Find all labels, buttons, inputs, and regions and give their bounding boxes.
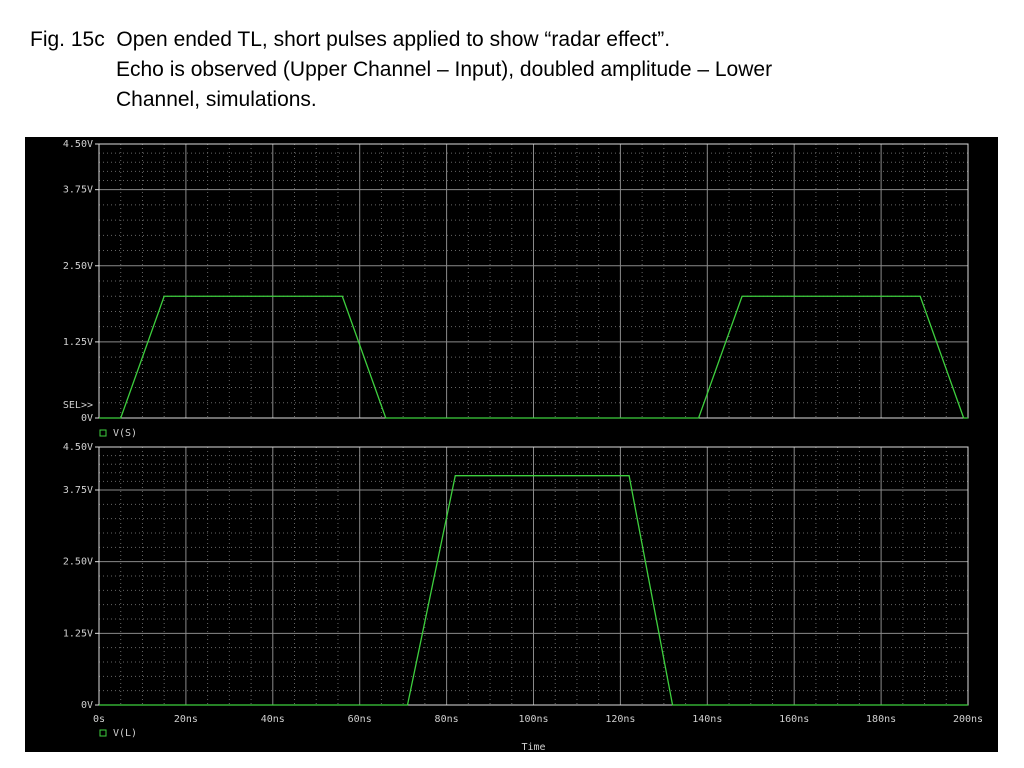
legend-symbol xyxy=(99,729,107,737)
y-tick-label: 4.50V xyxy=(63,442,93,453)
annotation: SEL>> xyxy=(63,400,93,411)
x-tick-label: 120ns xyxy=(605,714,635,725)
y-tick-label: 3.75V xyxy=(63,185,93,196)
caption-line: Fig. 15c Open ended TL, short pulses app… xyxy=(30,28,671,51)
caption-line: Channel, simulations. xyxy=(116,88,317,111)
x-tick-label: 60ns xyxy=(348,714,372,725)
x-tick-label: 200ns xyxy=(953,714,983,725)
series-line xyxy=(99,295,968,419)
x-tick-label: 140ns xyxy=(692,714,722,725)
x-tick-label: 160ns xyxy=(779,714,809,725)
plot-background xyxy=(25,137,998,752)
x-tick-label: 0s xyxy=(93,714,105,725)
legend-label: V(S) xyxy=(113,428,137,439)
caption-line: Echo is observed (Upper Channel – Input)… xyxy=(116,58,773,81)
y-tick-label: 3.75V xyxy=(63,485,93,496)
y-tick-label: 1.25V xyxy=(63,628,93,639)
x-axis-label: Time xyxy=(521,742,545,753)
x-tick-label: 100ns xyxy=(518,714,548,725)
axis-frame xyxy=(98,446,969,706)
y-tick-label: 0V xyxy=(81,700,93,711)
x-tick-label: 180ns xyxy=(866,714,896,725)
x-tick-label: 20ns xyxy=(174,714,198,725)
x-tick-label: 40ns xyxy=(261,714,285,725)
series-line xyxy=(99,475,968,706)
x-tick-label: 80ns xyxy=(435,714,459,725)
legend-symbol xyxy=(99,429,107,437)
y-tick-label: 4.50V xyxy=(63,139,93,150)
y-tick-label: 2.50V xyxy=(63,557,93,568)
legend-label: V(L) xyxy=(113,728,137,739)
y-tick-label: 0V xyxy=(81,413,93,424)
y-tick-label: 1.25V xyxy=(63,337,93,348)
y-tick-label: 2.50V xyxy=(63,261,93,272)
